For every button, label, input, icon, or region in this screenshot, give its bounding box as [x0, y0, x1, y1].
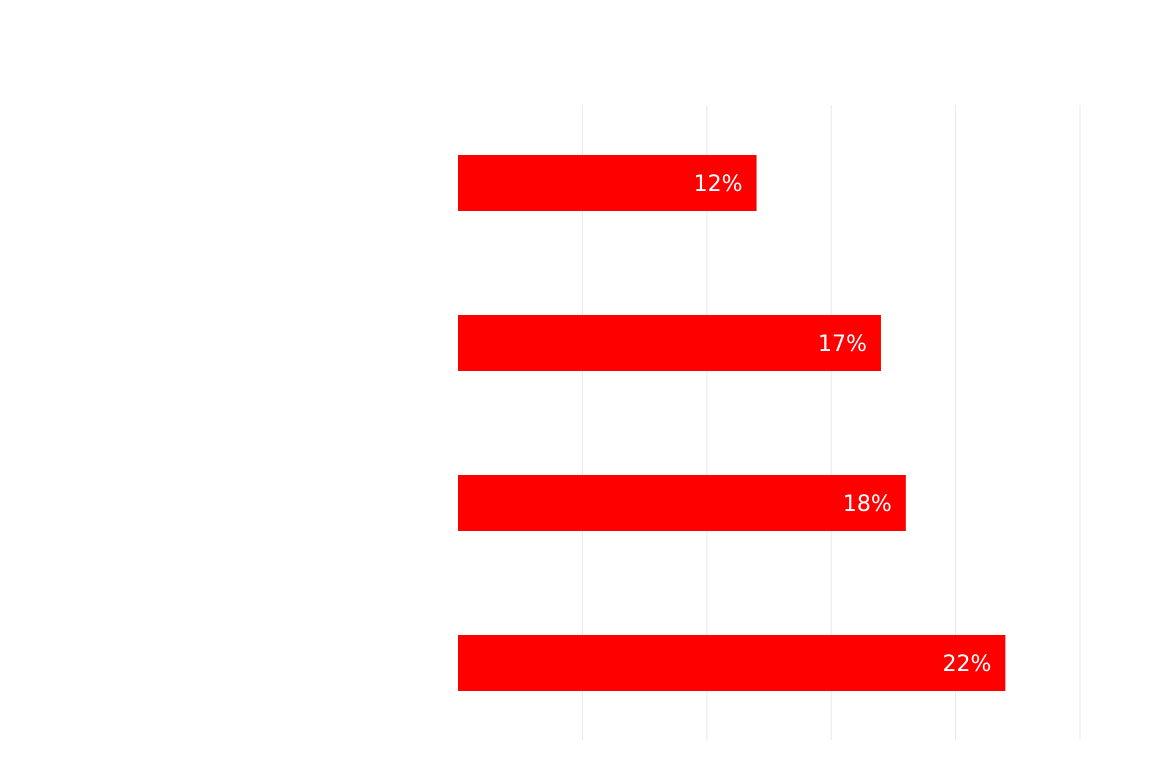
bar-2-data-label: 17% — [818, 332, 867, 357]
bar-1 — [458, 155, 757, 211]
bar-3-data-label: 18% — [843, 492, 892, 517]
bar-4 — [458, 635, 1006, 691]
bar-3 — [458, 475, 906, 531]
bar-4-data-label: 22% — [942, 652, 991, 677]
bar-2 — [458, 315, 881, 371]
chart-bars — [458, 155, 1006, 691]
chart-data-labels: 12% 17% 18% 22% — [694, 172, 992, 677]
bar-1-data-label: 12% — [694, 172, 743, 197]
